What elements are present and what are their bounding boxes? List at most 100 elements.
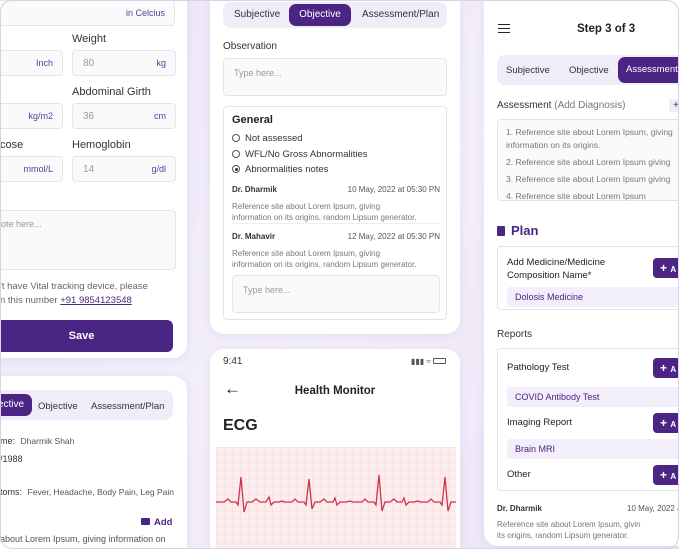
help-phone-link[interactable]: +91 9854123548	[60, 295, 132, 306]
ecg-heading: ECG	[223, 417, 258, 434]
save-button-label: Save	[68, 330, 95, 342]
abdominal-girth-unit: cm	[154, 111, 166, 121]
save-button[interactable]: Save	[0, 320, 173, 352]
plan-heading: Plan	[497, 223, 538, 238]
tab-objective[interactable]: Objective	[289, 4, 351, 26]
note-author: Dr. Mahavir	[232, 232, 276, 241]
weight-label: Weight	[72, 33, 107, 45]
bmi-unit: kg/m2	[28, 111, 53, 121]
pathology-label: Pathology Test	[507, 362, 570, 373]
objective-card: Subjective Objective Assessment/Plan Obs…	[210, 0, 460, 334]
plan-tab-subjective[interactable]: Subjective	[506, 65, 550, 76]
assessment-hint: (Add Diagnosis)	[554, 100, 626, 111]
summary-tab-objective[interactable]: Objective	[38, 401, 78, 412]
radio-selected-icon	[232, 165, 240, 173]
imaging-chip: Brain MRI	[507, 439, 679, 459]
step-indicator: Step 3 of 3	[577, 23, 636, 35]
objective-tabs: Subjective Objective Assessment/Plan	[223, 2, 447, 28]
plan-tabs: Subjective Objective Assessment	[497, 55, 679, 85]
vitals-notes-placeholder: ote here...	[1, 219, 42, 229]
symptoms-label: toms:	[0, 487, 23, 497]
option-not-assessed[interactable]: Not assessed	[232, 133, 303, 144]
assessment-list: 1. Reference site about Lorem Ipsum, giv…	[497, 119, 679, 201]
summary-tab-assessment[interactable]: Assessment/Plan	[91, 401, 165, 412]
bmi-field[interactable]: kg/m2	[0, 103, 63, 129]
summary-tab-subjective[interactable]: ective	[0, 394, 32, 416]
back-arrow-icon[interactable]: ←	[224, 379, 241, 398]
add-medicine-button[interactable]: + A	[653, 258, 679, 278]
add-other-button[interactable]: + A	[653, 465, 679, 485]
help-line-2: n this number +91 9854123548	[0, 294, 148, 308]
vitals-notes-input[interactable]: ote here...	[0, 210, 176, 270]
glucose-label: cose	[0, 139, 24, 151]
help-line-2-prefix: n this number	[0, 295, 61, 306]
plan-note: Dr. Dharmik 10 May, 2022 at 05 Reference…	[497, 504, 679, 541]
note-divider	[232, 223, 440, 224]
reports-box: Pathology Test + A COVID Antibody Test I…	[497, 348, 679, 491]
weight-placeholder: 80	[83, 58, 95, 69]
reply-placeholder: Type here...	[243, 285, 291, 295]
signal-icon: ▮▮▮	[410, 357, 425, 366]
medicine-chip: Dolosis Medicine	[507, 287, 679, 307]
symptoms-value: Fever, Headache, Body Pain, Leg Pain	[27, 487, 175, 497]
note-1: Dr. Dharmik 10 May, 2022 at 05:30 PN Ref…	[232, 185, 440, 223]
other-label: Other	[507, 469, 531, 480]
note-date: 10 May, 2022 at 05:30 PN	[347, 185, 440, 194]
plan-tab-assessment[interactable]: Assessment	[618, 57, 679, 83]
status-time: 9:41	[223, 356, 243, 367]
assessment-add-icon[interactable]: +	[669, 99, 679, 112]
observation-label: Observation	[223, 41, 277, 52]
medicine-label: Add Medicine/Medicine Composition Name*	[507, 257, 606, 281]
hemoglobin-label: Hemoglobin	[72, 139, 131, 151]
weight-unit: kg	[156, 58, 166, 68]
ecg-card: 9:41 ▮▮▮ ≈ ← Health Monitor ECG	[210, 349, 460, 549]
glucose-field[interactable]: mmol/L	[0, 156, 63, 182]
note-2: Dr. Mahavir 12 May, 2022 at 05:30 PN Ref…	[232, 232, 440, 270]
hemoglobin-unit: g/dl	[151, 164, 166, 174]
abdominal-girth-placeholder: 36	[83, 111, 95, 122]
add-imaging-button[interactable]: + A	[653, 413, 679, 433]
note-author: Dr. Dharmik	[232, 185, 277, 194]
height-unit: Inch	[35, 58, 53, 68]
tab-subjective[interactable]: Subjective	[234, 9, 281, 20]
abdominal-girth-field[interactable]: 36 cm	[72, 103, 176, 129]
screen-title: Health Monitor	[294, 385, 376, 397]
patient-name-value: Dharmik Shah	[20, 436, 75, 446]
weight-field[interactable]: 80 kg	[72, 50, 176, 76]
ecg-trace	[216, 474, 456, 513]
patient-name-label: me:	[0, 436, 16, 446]
document-icon	[497, 226, 505, 236]
plan-card: Step 3 of 3 Subjective Objective Assessm…	[484, 0, 679, 546]
pathology-chip: COVID Antibody Test	[507, 387, 679, 407]
temperature-unit: in Celcius	[125, 8, 165, 18]
add-note-button[interactable]: Add	[141, 517, 172, 528]
menu-icon[interactable]	[498, 24, 510, 33]
help-line-1: 't have Vital tracking device, please	[0, 281, 148, 292]
add-note-label: Add	[154, 517, 173, 528]
note-text: Reference site about Lorem Ipsum, giving…	[232, 249, 417, 269]
temperature-field[interactable]: in Celcius	[0, 0, 175, 26]
plan-note-date: 10 May, 2022 at 05	[627, 504, 679, 513]
patient-dob: /1988	[0, 454, 23, 464]
add-pathology-button[interactable]: + A	[653, 358, 679, 378]
observation-placeholder: Type here...	[234, 68, 282, 78]
option-wfl[interactable]: WFL/No Gross Abnormalities	[232, 149, 367, 160]
observation-input[interactable]: Type here...	[223, 58, 447, 96]
plan-title: Plan	[511, 223, 539, 238]
radio-icon	[232, 134, 240, 142]
glucose-unit: mmol/L	[23, 164, 53, 174]
radio-icon	[232, 150, 240, 158]
patient-name-row: me: Dharmik Shah	[0, 436, 74, 446]
option-abnormalities-notes[interactable]: Abnormalities notes	[232, 164, 328, 175]
vitals-card: in Celcius Weight Inch 80 kg Abdominal G…	[0, 0, 187, 358]
plan-tab-objective[interactable]: Objective	[569, 65, 609, 76]
medicine-box: Add Medicine/Medicine Composition Name* …	[497, 246, 679, 310]
tab-assessment-plan[interactable]: Assessment/Plan	[362, 9, 440, 20]
assessment-label: Assessment	[497, 100, 552, 111]
reply-input[interactable]: Type here...	[232, 275, 440, 313]
general-section: General Not assessed WFL/No Gross Abnorm…	[223, 106, 447, 320]
height-field[interactable]: Inch	[0, 50, 63, 76]
hemoglobin-field[interactable]: 14 g/dl	[72, 156, 176, 182]
help-text: 't have Vital tracking device, please n …	[0, 280, 148, 308]
wifi-icon: ≈	[426, 357, 431, 366]
